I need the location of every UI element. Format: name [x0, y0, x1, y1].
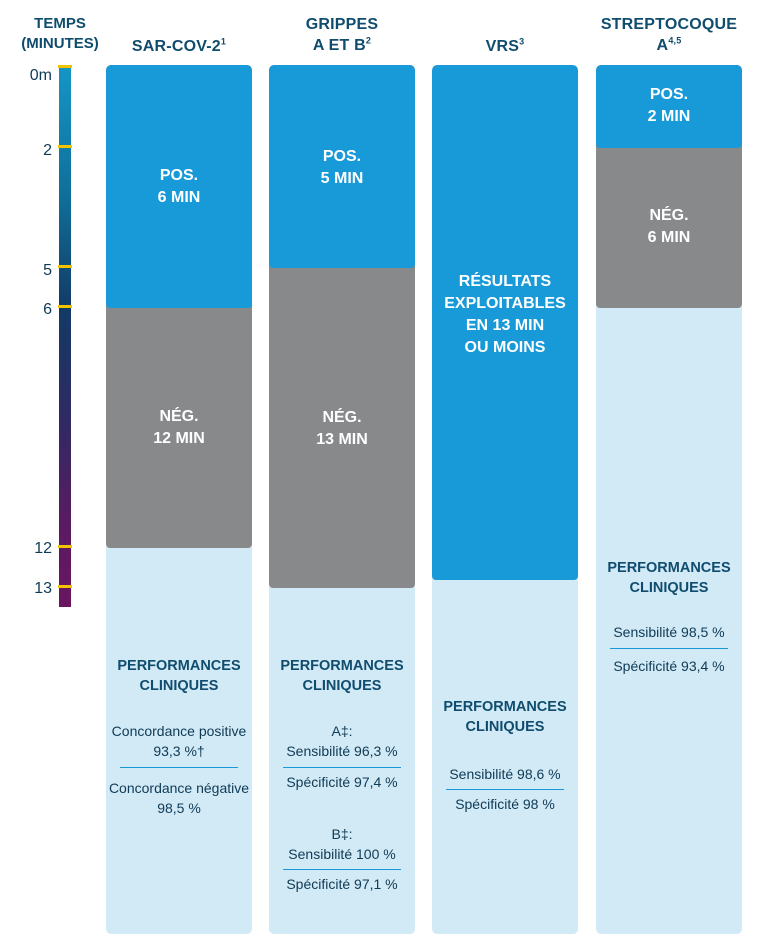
negative-label: NÉG. 13 MIN	[316, 409, 368, 448]
divider	[283, 767, 401, 768]
tick-mark-0	[58, 65, 72, 68]
positive-label: POS. 2 MIN	[647, 86, 691, 125]
results-label: RÉSULTATS EXPLOITABLES EN 13 MIN OU MOIN…	[444, 273, 566, 356]
tick-mark-13	[58, 585, 72, 588]
time-scale-bar	[59, 66, 71, 607]
divider	[283, 869, 401, 870]
divider	[446, 789, 564, 790]
tick-label-12: 12	[34, 540, 52, 557]
time-axis-title-line2: (MINUTES)	[21, 35, 99, 52]
divider	[610, 648, 728, 649]
performance-title: PERFORMANCES CLINIQUES	[443, 699, 567, 735]
metric-influenza-a-specificity: Spécificité 97,4 %	[286, 774, 398, 790]
metric-positive-agreement: Concordance positive 93,3 %†	[111, 723, 247, 759]
column-sarscov2: POS. 6 MIN NÉG. 12 MIN PERFORMANCES CLIN…	[106, 65, 252, 934]
positive-bar	[269, 65, 415, 268]
tick-label-13: 13	[34, 580, 52, 597]
column-title-text: SAR-COV-21	[131, 36, 227, 55]
metric-specificity: Spécificité 98 %	[455, 796, 555, 812]
tick-label-0: 0m	[29, 67, 52, 84]
positive-bar	[596, 65, 742, 148]
column-title-sarscov2: SAR-COV-21	[106, 36, 252, 57]
positive-label: POS. 5 MIN	[320, 148, 364, 187]
metric-influenza-b-sensitivity: B‡: Sensibilité 100 %	[288, 826, 396, 862]
performance-title: PERFORMANCES CLINIQUES	[607, 560, 731, 596]
metric-negative-agreement: Concordance négative 98,5 %	[108, 780, 250, 816]
tick-mark-5	[58, 265, 72, 268]
metric-specificity: Spécificité 93,4 %	[613, 658, 725, 674]
column-grippes: POS. 5 MIN NÉG. 13 MIN PERFORMANCES CLIN…	[269, 65, 415, 934]
tick-mark-12	[58, 545, 72, 548]
metric-influenza-a-sensitivity: A‡: Sensibilité 96,3 %	[286, 723, 398, 759]
column-title-grippes: GRIPPES A ET B2	[305, 16, 379, 54]
metric-sensitivity: Sensibilité 98,6 %	[449, 766, 561, 782]
tick-mark-6	[58, 305, 72, 308]
column-title-strep: STREPTOCOQUE A4,5	[600, 16, 738, 54]
tick-label-6: 6	[43, 301, 52, 318]
performance-title: PERFORMANCES CLINIQUES	[117, 658, 241, 694]
column-strep: POS. 2 MIN NÉG. 6 MIN PERFORMANCES CLINI…	[596, 65, 742, 934]
tick-mark-2	[58, 145, 72, 148]
negative-label: NÉG. 6 MIN	[647, 207, 691, 246]
negative-label: NÉG. 12 MIN	[153, 408, 205, 447]
metric-influenza-b-specificity: Spécificité 97,1 %	[286, 876, 398, 892]
results-bar	[432, 65, 578, 580]
positive-label: POS. 6 MIN	[157, 167, 201, 206]
tick-label-5: 5	[43, 262, 52, 279]
tick-label-2: 2	[43, 142, 52, 159]
time-axis-title: TEMPS (MINUTES)	[10, 14, 110, 54]
time-axis-title-line1: TEMPS	[34, 15, 86, 32]
performance-title: PERFORMANCES CLINIQUES	[280, 658, 404, 694]
positive-bar	[106, 65, 252, 308]
column-title-vrs: VRS3	[485, 36, 525, 55]
metric-sensitivity: Sensibilité 98,5 %	[613, 624, 725, 640]
divider	[120, 767, 238, 768]
column-vrs: RÉSULTATS EXPLOITABLES EN 13 MIN OU MOIN…	[432, 65, 578, 934]
